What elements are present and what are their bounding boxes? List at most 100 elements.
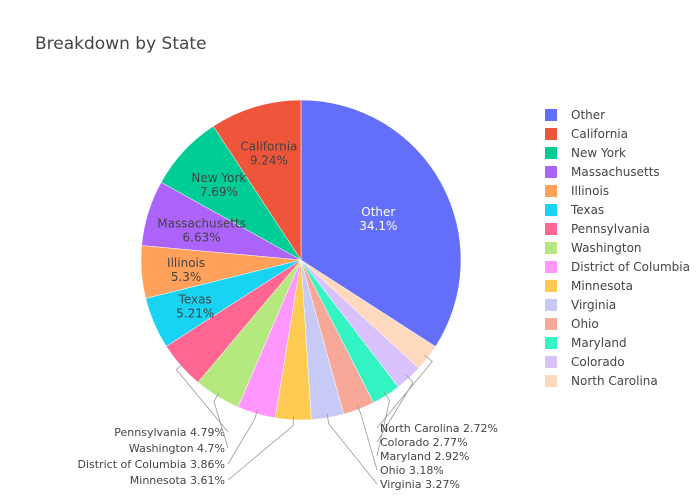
slice-label-north-carolina: North Carolina 2.72% — [376, 354, 498, 435]
slice-label: Colorado 2.77% — [380, 436, 468, 449]
legend-label: Colorado — [571, 354, 625, 369]
slice-label-ohio: Ohio 3.18% — [357, 405, 444, 477]
legend-item[interactable]: Massachusetts — [545, 162, 660, 181]
legend-swatch — [545, 146, 557, 159]
slice-label-name: Minnesota — [130, 474, 190, 487]
slice-label-name: Illinois — [167, 256, 205, 270]
slice-label-name: New York — [191, 171, 246, 185]
slice-label-percent: 4.7% — [197, 442, 225, 455]
slice-label: Minnesota 3.61% — [130, 474, 225, 487]
legend-label: Maryland — [571, 335, 627, 350]
legend-label: North Carolina — [571, 373, 658, 388]
slice-label-name: Other — [361, 205, 395, 219]
legend-swatch — [545, 203, 557, 216]
slice-label-percent: 3.86% — [190, 458, 225, 471]
slice-label-district-of-columbia: District of Columbia 3.86% — [78, 409, 258, 471]
legend-item[interactable]: Texas — [545, 200, 604, 219]
legend-item[interactable]: Virginia — [545, 295, 616, 314]
legend-label: Ohio — [571, 316, 599, 331]
slice-label: District of Columbia 3.86% — [78, 458, 226, 471]
slice-label: Maryland 2.92% — [380, 450, 469, 463]
legend-item[interactable]: Illinois — [545, 181, 609, 200]
slice-label-percent: 2.72% — [463, 422, 498, 435]
slice-label-percent: 9.24% — [250, 154, 288, 168]
pie-slice-california[interactable] — [212, 99, 302, 261]
slice-label-name: Maryland — [380, 450, 435, 463]
slice-label-name: Pennsylvania — [114, 426, 190, 439]
slice-label: Washington 4.7% — [129, 442, 225, 455]
slice-label-name: District of Columbia — [78, 458, 191, 471]
leader-line — [376, 374, 414, 443]
legend-item[interactable]: Pennsylvania — [545, 219, 650, 238]
leader-line — [227, 415, 294, 481]
chart-title: Breakdown by State — [35, 34, 207, 54]
legend-item[interactable]: Maryland — [545, 333, 627, 352]
slice-label-percent: 4.79% — [190, 426, 225, 439]
slice-label-maryland: Maryland 2.92% — [376, 391, 469, 463]
leader-line — [213, 392, 229, 449]
legend-item[interactable]: District of Columbia — [545, 257, 690, 276]
slice-label-percent: 34.1% — [359, 219, 397, 233]
slice-label-percent: 5.21% — [176, 307, 214, 321]
slice-label-percent: 6.63% — [183, 230, 221, 244]
slice-label-name: Ohio — [380, 464, 409, 477]
leader-line — [227, 409, 258, 465]
slice-label: North Carolina 2.72% — [380, 422, 498, 435]
legend-swatch — [545, 241, 557, 254]
legend-label: Virginia — [571, 297, 617, 312]
slice-label: Pennsylvania 4.79% — [114, 426, 225, 439]
slice-label-percent: 3.27% — [425, 478, 460, 491]
legend-item[interactable]: California — [545, 124, 628, 143]
leader-line — [376, 354, 433, 429]
slice-label-name: Texas — [178, 293, 212, 307]
slice-label-colorado: Colorado 2.77% — [376, 374, 468, 449]
legend-label: Texas — [571, 202, 605, 217]
legend-label: Illinois — [571, 183, 610, 198]
legend-item[interactable]: Colorado — [545, 352, 625, 371]
legend-item[interactable]: Other — [545, 105, 605, 124]
slice-label-percent: 5.3% — [171, 270, 202, 284]
slice-label-virginia: Virginia 3.27% — [326, 413, 460, 491]
legend-swatch — [545, 108, 557, 121]
slice-label: Virginia 3.27% — [380, 478, 460, 491]
legend-item[interactable]: Minnesota — [545, 276, 633, 295]
slice-label-percent: 3.18% — [409, 464, 444, 477]
legend-label: District of Columbia — [571, 259, 690, 274]
slice-label-name: Washington — [129, 442, 197, 455]
legend-label: Pennsylvania — [571, 221, 650, 236]
slice-label-name: Colorado — [380, 436, 433, 449]
legend-label: Minnesota — [571, 278, 633, 293]
legend-label: Washington — [571, 240, 642, 255]
legend-swatch — [545, 222, 557, 235]
legend-swatch — [545, 317, 557, 330]
leader-line — [175, 362, 229, 433]
slice-label-name: California — [240, 140, 297, 154]
slice-label-washington: Washington 4.7% — [129, 392, 229, 455]
legend-label: New York — [571, 145, 626, 160]
legend-swatch — [545, 184, 557, 197]
leader-line — [376, 391, 390, 457]
legend-item[interactable]: Washington — [545, 238, 642, 257]
legend-item[interactable]: Ohio — [545, 314, 599, 333]
slice-label-percent: 2.77% — [433, 436, 468, 449]
slice-label-percent: 3.61% — [190, 474, 225, 487]
legend-item[interactable]: New York — [545, 143, 626, 162]
legend-label: California — [571, 126, 628, 141]
legend-swatch — [545, 374, 557, 387]
legend-item[interactable]: North Carolina — [545, 371, 658, 390]
legend-swatch — [545, 298, 557, 311]
slice-label-name: North Carolina — [380, 422, 463, 435]
slice-label-name: Massachusetts — [157, 216, 246, 230]
legend-swatch — [545, 127, 557, 140]
pie-slice-other[interactable] — [300, 99, 462, 347]
legend-swatch — [545, 165, 557, 178]
legend-label: Other — [571, 107, 606, 122]
